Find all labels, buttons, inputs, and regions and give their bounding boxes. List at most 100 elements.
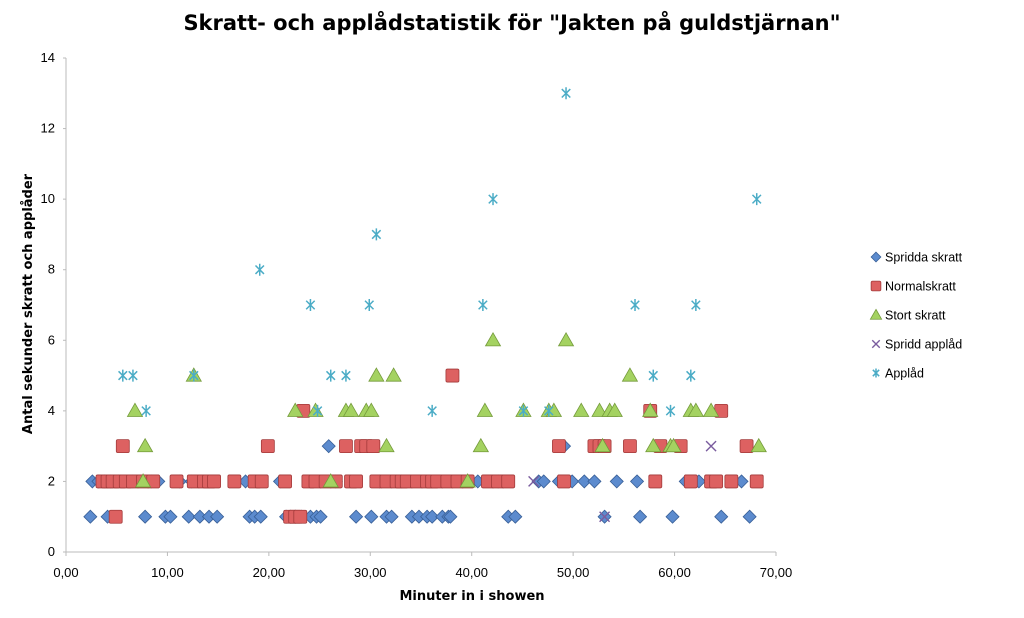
y-tick-label: 10 xyxy=(41,191,55,206)
data-point xyxy=(108,509,123,524)
x-tick-label: 20,00 xyxy=(253,565,286,580)
data-point xyxy=(349,509,364,524)
data-point xyxy=(443,509,458,524)
legend-label: Spridd applåd xyxy=(885,338,962,352)
data-point xyxy=(544,404,554,417)
data-point xyxy=(686,369,696,382)
data-point xyxy=(378,437,395,453)
series-1 xyxy=(95,368,764,524)
y-tick-label: 6 xyxy=(48,332,55,347)
data-point xyxy=(629,474,645,489)
data-point xyxy=(313,509,328,524)
y-tick-label: 0 xyxy=(48,544,55,559)
data-point xyxy=(552,439,566,454)
data-point xyxy=(260,439,275,454)
data-point xyxy=(364,509,379,524)
data-point xyxy=(368,367,385,382)
x-tick-label: 0,00 xyxy=(53,565,78,580)
x-tick-label: 10,00 xyxy=(151,565,184,580)
data-point xyxy=(181,509,196,524)
data-point xyxy=(287,402,304,417)
data-point xyxy=(254,263,265,276)
data-point xyxy=(642,402,659,417)
data-point xyxy=(557,474,571,489)
data-point xyxy=(742,509,757,524)
data-point xyxy=(621,367,639,382)
data-point xyxy=(83,509,98,524)
data-point xyxy=(322,473,339,488)
series-4 xyxy=(118,87,762,417)
data-point xyxy=(633,509,648,524)
legend-swatch xyxy=(869,308,883,320)
data-point xyxy=(163,509,178,524)
data-point xyxy=(305,299,316,311)
data-point xyxy=(705,440,717,452)
data-point xyxy=(339,439,353,454)
data-point xyxy=(749,474,764,489)
data-point xyxy=(687,402,705,417)
data-point xyxy=(385,367,402,382)
x-tick-label: 30,00 xyxy=(354,565,387,580)
data-point xyxy=(501,474,516,489)
data-point xyxy=(573,402,590,417)
data-point xyxy=(293,509,308,524)
data-point xyxy=(136,437,154,453)
x-tick-label: 40,00 xyxy=(455,565,488,580)
data-point xyxy=(630,299,640,311)
data-point xyxy=(227,474,242,489)
data-point xyxy=(536,474,551,489)
data-point xyxy=(484,331,502,347)
y-tick-label: 4 xyxy=(48,403,55,418)
data-point xyxy=(606,402,623,417)
plot-area xyxy=(83,87,767,524)
legend-swatch xyxy=(871,339,881,349)
x-tick-label: 60,00 xyxy=(658,565,691,580)
data-point xyxy=(648,474,663,489)
data-point xyxy=(609,474,624,489)
data-point xyxy=(714,509,729,524)
data-point xyxy=(425,509,440,524)
data-point xyxy=(366,439,381,454)
data-point xyxy=(445,368,460,383)
data-point xyxy=(349,474,363,489)
data-point xyxy=(577,474,592,489)
data-point xyxy=(724,474,739,489)
data-point xyxy=(478,299,488,311)
data-point xyxy=(342,402,360,417)
data-point xyxy=(321,439,336,454)
data-point xyxy=(364,299,375,311)
data-point xyxy=(739,439,754,454)
y-tick-label: 2 xyxy=(48,473,55,488)
data-point xyxy=(254,474,269,489)
data-point xyxy=(126,402,144,417)
x-tick-labels: 0,00 10,00 20,00 30,00 40,00 50,00 60,00 70,00 xyxy=(53,552,792,580)
data-point xyxy=(325,369,336,382)
data-point xyxy=(557,331,575,347)
data-point xyxy=(594,437,611,453)
data-point xyxy=(341,369,351,382)
data-point xyxy=(648,369,659,382)
data-point xyxy=(118,369,128,382)
legend-swatch xyxy=(870,280,882,292)
data-point xyxy=(427,404,437,417)
data-point xyxy=(138,509,153,524)
data-point xyxy=(702,402,720,417)
data-point xyxy=(476,402,494,417)
data-point xyxy=(665,437,682,453)
data-point xyxy=(751,193,762,206)
chart-title: Skratt- och applådstatistik för "Jakten … xyxy=(183,10,840,35)
y-tick-label: 8 xyxy=(48,262,55,277)
y-tick-label: 14 xyxy=(41,50,55,65)
data-point xyxy=(207,474,221,489)
data-point xyxy=(128,369,138,382)
data-point xyxy=(691,299,701,311)
data-point xyxy=(561,87,571,100)
data-point xyxy=(278,474,292,489)
data-point xyxy=(709,474,724,489)
data-point xyxy=(384,509,399,524)
data-point xyxy=(683,474,698,489)
legend-swatch xyxy=(872,368,880,378)
legend-label: Applåd xyxy=(885,367,924,381)
data-point xyxy=(169,474,184,489)
data-point xyxy=(363,402,380,417)
